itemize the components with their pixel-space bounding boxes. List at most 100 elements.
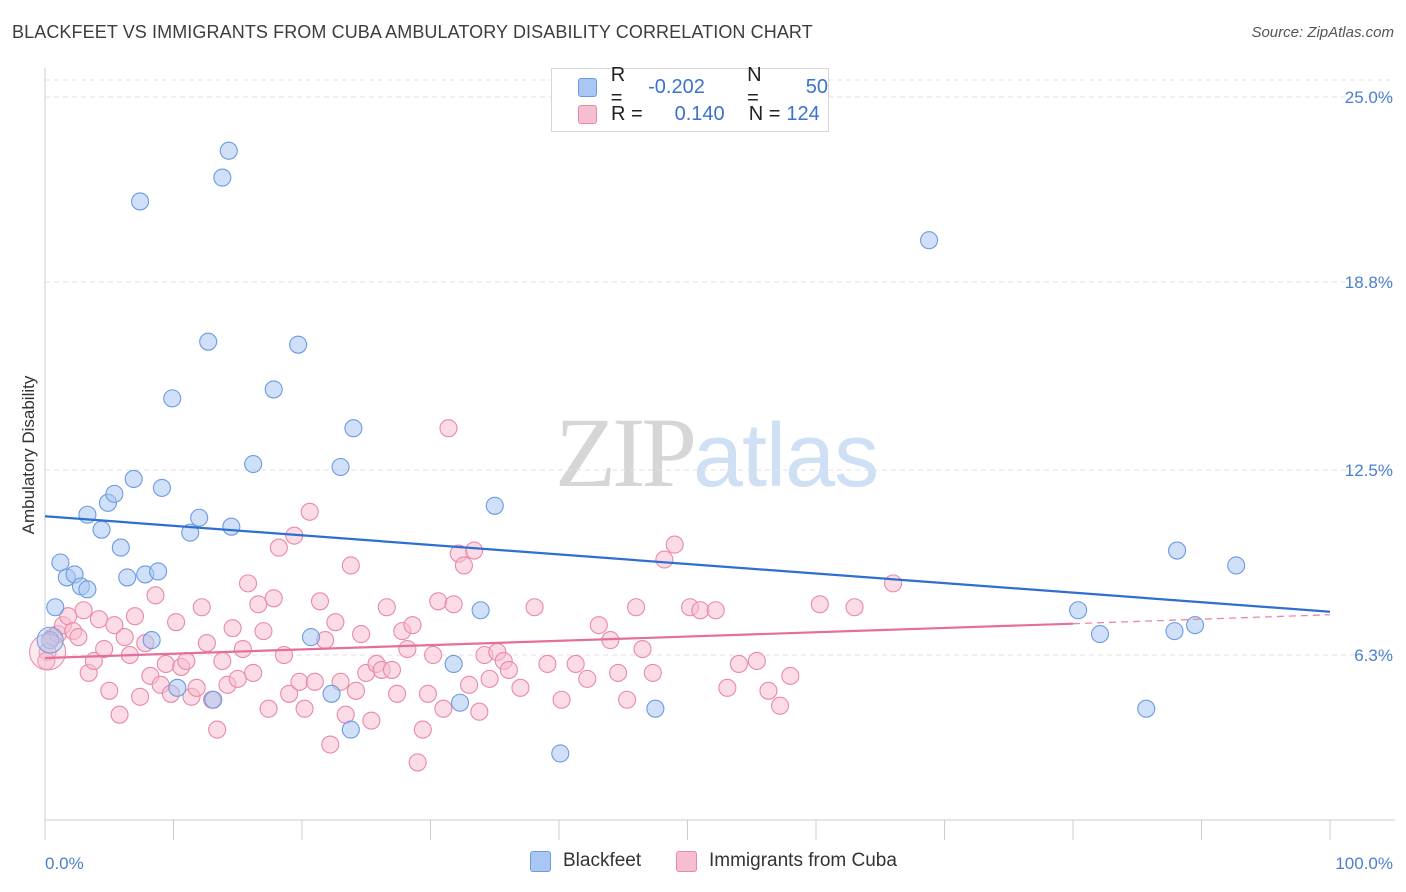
blackfeet-point xyxy=(168,678,187,697)
cuba-point xyxy=(131,687,150,706)
cuba-point xyxy=(747,651,766,671)
cuba-point xyxy=(413,720,432,739)
cuba-point xyxy=(633,639,652,659)
cuba-point xyxy=(781,666,800,685)
cuba-point xyxy=(228,669,247,688)
watermark: ZIPatlas xyxy=(555,395,879,510)
cuba-point xyxy=(249,595,268,614)
blackfeet-point xyxy=(152,478,171,497)
blackfeet-point xyxy=(1165,622,1184,641)
cuba-point xyxy=(156,654,175,674)
cuba-point xyxy=(729,654,748,674)
cuba-point xyxy=(125,607,144,626)
cuba-point xyxy=(300,502,319,521)
cuba-point xyxy=(197,634,216,653)
blackfeet-point xyxy=(199,332,218,351)
cuba-point xyxy=(718,678,737,697)
blackfeet-point xyxy=(1137,699,1156,718)
cuba-point xyxy=(377,598,396,617)
cuba-point xyxy=(341,556,360,575)
legend-r-label: R = xyxy=(610,64,626,109)
bottom-legend-label-blackfeet: Blackfeet xyxy=(563,850,642,871)
blackfeet-point xyxy=(124,469,143,488)
blackfeet-point xyxy=(444,654,463,674)
blackfeet-point xyxy=(551,744,570,763)
watermark-zip: ZIP xyxy=(555,397,697,508)
cuba-point xyxy=(691,601,710,620)
blackfeet-point xyxy=(451,693,470,712)
cuba-point xyxy=(439,419,458,438)
cuba-point xyxy=(100,681,119,700)
legend-r-label: R = xyxy=(611,102,643,125)
bottom-legend-blackfeet: Blackfeet xyxy=(530,850,641,872)
blackfeet-point xyxy=(289,335,308,354)
legend-r-value: 0.140 xyxy=(674,102,725,125)
blackfeet-point xyxy=(78,580,97,599)
cuba-point xyxy=(480,669,499,688)
blackfeet-point xyxy=(471,601,490,620)
legend-n-label: N = xyxy=(747,64,762,109)
blackfeet-point xyxy=(1069,601,1088,620)
y-tick-label: 12.5% xyxy=(1345,461,1393,480)
cuba-point xyxy=(706,601,725,620)
cuba-point xyxy=(398,639,417,659)
legend-swatch-cuba xyxy=(578,104,597,124)
bottom-legend: Blackfeet Immigrants from Cuba xyxy=(0,850,1406,878)
blackfeet-point xyxy=(92,520,111,539)
cuba-point xyxy=(655,550,674,569)
legend-n-label: N = xyxy=(748,102,781,125)
cuba-point xyxy=(627,598,646,617)
cuba-point xyxy=(295,699,314,718)
cuba-point xyxy=(459,675,479,694)
cuba-point xyxy=(305,672,324,691)
cuba-point xyxy=(233,639,252,659)
cuba-point xyxy=(665,535,684,554)
cuba-point xyxy=(74,601,93,620)
source-label: Source: ZipAtlas.com xyxy=(1251,24,1394,41)
chart-title: BLACKFEET VS IMMIGRANTS FROM CUBA AMBULA… xyxy=(12,22,813,42)
x-tick-label: 100.0% xyxy=(1335,854,1393,873)
blackfeet-point xyxy=(204,690,223,709)
bottom-legend-swatch-blackfeet xyxy=(530,850,551,872)
cuba-point xyxy=(578,669,597,688)
blackfeet-point xyxy=(222,517,241,536)
y-tick-label: 25.0% xyxy=(1345,88,1393,107)
cuba-point xyxy=(244,663,263,682)
cuba-point xyxy=(499,660,518,679)
blackfeet-point xyxy=(1186,616,1205,635)
cuba-point xyxy=(264,589,283,608)
cuba-point xyxy=(408,753,427,772)
cuba-point xyxy=(424,645,443,665)
blackfeet-point xyxy=(1090,625,1110,644)
cuba-point xyxy=(105,616,124,635)
cuba-point xyxy=(238,574,258,593)
y-tick-label: 18.8% xyxy=(1345,273,1393,292)
grid-layer xyxy=(45,79,1395,656)
legend-r-value: -0.202 xyxy=(648,75,705,98)
blackfeet-point xyxy=(1227,556,1246,575)
cuba-point xyxy=(346,681,366,700)
cuba-point xyxy=(382,660,402,679)
cuba-point xyxy=(465,541,484,560)
blackfeet-trend-line xyxy=(44,515,1331,613)
cuba-point xyxy=(310,592,330,611)
watermark-atlas: atlas xyxy=(693,406,879,506)
cuba-point xyxy=(167,613,186,632)
blackfeet-point xyxy=(51,553,70,572)
blackfeet-point xyxy=(105,484,124,503)
blackfeet-point xyxy=(485,496,504,515)
cuba-point xyxy=(418,684,437,703)
labels-layer: 6.3% 12.5% 18.8% 25.0% 0.0% 100.0% Ambulatory … xyxy=(19,88,1393,873)
cuba-point xyxy=(525,598,544,617)
blackfeet-point xyxy=(331,457,350,477)
legend-swatch-blackfeet xyxy=(578,77,597,97)
y-axis-label: Ambulatory Disability xyxy=(19,375,38,534)
blackfeet-point xyxy=(219,141,238,160)
cuba-point xyxy=(444,595,463,614)
blackfeet-point xyxy=(118,568,137,587)
cuba-point xyxy=(280,684,299,703)
cuba-point xyxy=(643,663,662,682)
blackfeet-point xyxy=(149,562,168,581)
bottom-legend-cuba: Immigrants from Cuba xyxy=(676,850,897,872)
x-tick-label: 0.0% xyxy=(45,854,84,873)
